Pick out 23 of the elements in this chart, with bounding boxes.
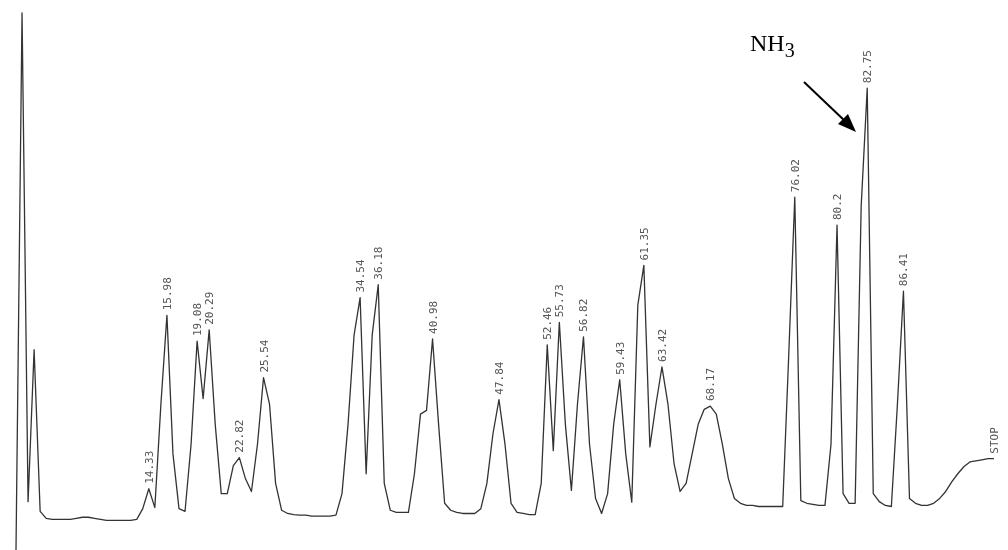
annotation: 80.2 <box>831 193 845 221</box>
annotation: 63.42 <box>655 328 669 362</box>
annotation: 59.43 <box>613 341 627 375</box>
annotation: 19.08 <box>191 302 205 337</box>
annotation: 55.73 <box>553 284 567 318</box>
annotation: 61.35 <box>637 227 651 261</box>
annotation: STOP <box>988 426 1001 454</box>
annotation: 40.98 <box>426 300 440 334</box>
annotation: 82.75 <box>861 50 875 84</box>
annotation: 36.18 <box>372 246 386 280</box>
annotation: 15.98 <box>160 277 174 311</box>
annotation: 56.82 <box>577 298 591 332</box>
annotation: 52.46 <box>541 306 555 340</box>
annotation: 68.17 <box>704 367 718 402</box>
annotation: 86.41 <box>897 253 911 287</box>
annotation: NH$_{3}$ <box>750 30 795 62</box>
annotation: 22.82 <box>233 419 247 453</box>
annotation: 14.33 <box>142 450 156 484</box>
annotation: 76.02 <box>788 159 802 193</box>
annotation: 20.29 <box>203 291 217 325</box>
annotation: 25.54 <box>257 339 271 373</box>
annotation: 47.84 <box>492 361 506 395</box>
annotation: 34.54 <box>354 259 368 293</box>
